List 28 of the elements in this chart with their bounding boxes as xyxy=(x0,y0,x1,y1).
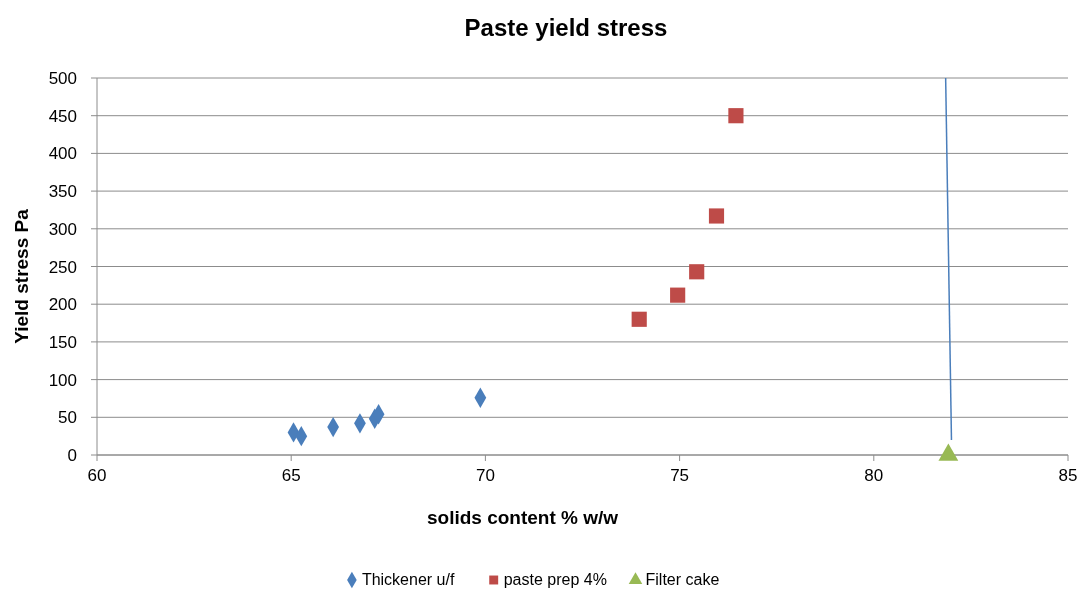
point xyxy=(708,208,725,224)
y-tick-label: 500 xyxy=(48,69,77,88)
y-tick-label: 400 xyxy=(48,144,77,164)
x-tick-label: 80 xyxy=(864,466,884,485)
x-tick-label: 85 xyxy=(1058,466,1078,485)
x-tick-label: 60 xyxy=(87,466,107,485)
y-tick-label: 350 xyxy=(48,182,77,202)
legend-label: Thickener u/f xyxy=(361,571,455,588)
point xyxy=(670,287,686,303)
y-tick-label: 150 xyxy=(48,332,77,352)
legend-label: paste prep 4% xyxy=(503,571,607,588)
point xyxy=(631,311,647,327)
y-axis-title: Yield stress Pa xyxy=(11,208,32,344)
legend-label: Filter cake xyxy=(645,571,720,588)
x-tick-label: 75 xyxy=(670,466,690,485)
point xyxy=(689,264,705,280)
y-tick-label: 300 xyxy=(48,219,77,239)
y-tick-label: 450 xyxy=(48,106,77,126)
x-axis-title: solids content % w/w xyxy=(426,507,619,528)
y-tick-label: 250 xyxy=(48,257,77,277)
y-tick-label: 0 xyxy=(67,446,77,465)
point xyxy=(728,108,744,124)
x-tick-label: 65 xyxy=(281,466,301,485)
chart-title: Paste yield stress xyxy=(464,14,668,41)
x-tick-label: 70 xyxy=(475,466,495,485)
y-tick-label: 200 xyxy=(48,295,77,315)
y-tick-label: 100 xyxy=(48,370,77,390)
y-tick-label: 50 xyxy=(58,408,77,428)
